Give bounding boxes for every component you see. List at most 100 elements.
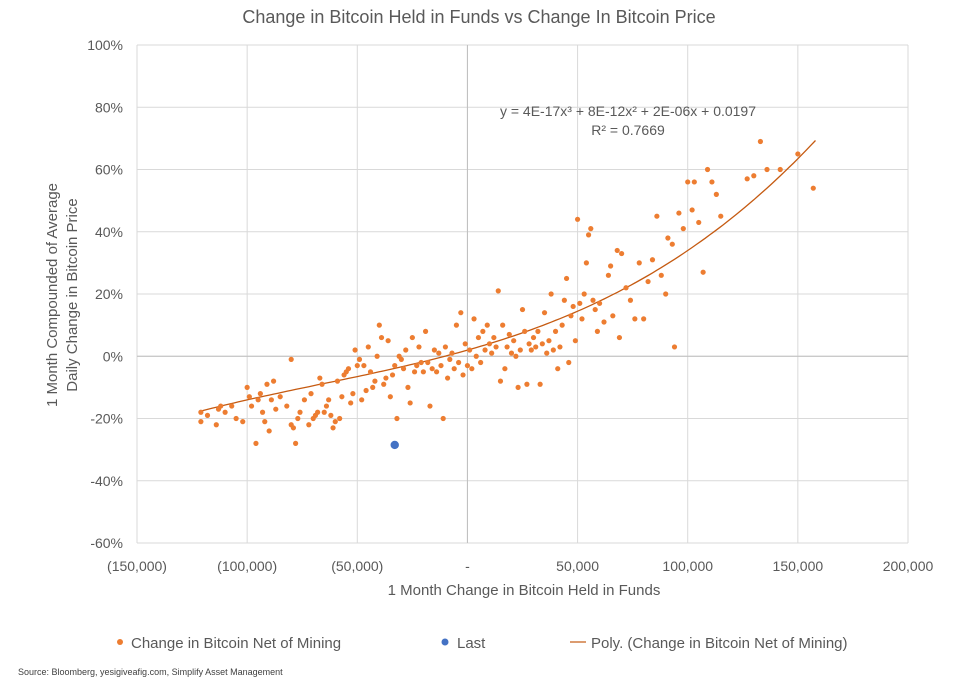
data-point <box>709 179 715 185</box>
data-point <box>248 403 255 409</box>
data-point <box>577 300 583 306</box>
data-point <box>561 297 567 303</box>
data-point <box>486 341 493 347</box>
data-point <box>326 397 332 403</box>
axis-lines <box>137 45 908 543</box>
data-point <box>394 415 400 422</box>
data-point <box>392 362 398 369</box>
data-point <box>458 310 464 316</box>
data-point <box>422 328 429 334</box>
data-point <box>581 291 587 297</box>
x-tick-label: 50,000 <box>556 558 599 574</box>
data-point <box>306 422 312 428</box>
data-point <box>511 338 517 344</box>
r-squared: R² = 0.7669 <box>591 122 665 138</box>
data-point <box>574 216 581 222</box>
data-point <box>636 260 642 266</box>
data-point <box>585 232 592 238</box>
data-point <box>403 347 409 353</box>
data-point <box>431 347 437 353</box>
data-point <box>500 322 506 328</box>
y-axis-title-line-1: 1 Month Compounded of Average <box>44 183 61 407</box>
data-point <box>440 415 446 422</box>
data-point <box>270 378 277 384</box>
y-tick-label: -40% <box>90 473 123 489</box>
data-point <box>328 412 334 418</box>
data-point <box>352 347 358 353</box>
data-point <box>334 378 341 384</box>
data-point <box>535 328 541 334</box>
data-point <box>493 344 499 350</box>
data-point <box>632 316 638 322</box>
data-point <box>627 297 634 303</box>
chart-title: Change in Bitcoin Held in Funds vs Chang… <box>242 7 715 27</box>
y-tick-label: 40% <box>95 224 123 240</box>
data-point <box>244 384 250 390</box>
data-point <box>266 428 272 434</box>
data-point <box>696 219 702 226</box>
data-point <box>663 291 669 297</box>
data-point <box>356 356 363 362</box>
y-tick-label: 60% <box>95 162 123 178</box>
data-point <box>425 359 431 366</box>
data-point <box>255 397 261 403</box>
data-point <box>321 409 327 415</box>
data-point <box>676 210 682 216</box>
data-point <box>361 362 367 369</box>
data-point <box>198 419 204 425</box>
data-point <box>480 328 486 334</box>
data-point <box>337 415 343 422</box>
data-point <box>594 328 600 334</box>
data-point <box>387 394 393 400</box>
data-point <box>372 378 378 384</box>
x-tick-label: (50,000) <box>331 558 383 574</box>
data-point <box>418 359 424 366</box>
data-point <box>541 310 548 316</box>
data-point <box>579 316 585 322</box>
data-point <box>420 369 426 375</box>
data-point <box>323 403 330 409</box>
data-point <box>616 334 623 341</box>
data-point <box>568 313 574 319</box>
data-point <box>350 391 356 397</box>
data-point <box>550 347 556 353</box>
data-point <box>601 319 607 325</box>
data-point <box>398 356 404 362</box>
source-note: Source: Bloomberg, yesigiveafig.com, Sim… <box>18 667 283 677</box>
data-point <box>259 409 266 415</box>
data-point <box>345 366 352 372</box>
data-point <box>649 257 656 263</box>
data-point <box>691 179 697 185</box>
data-point <box>704 166 711 173</box>
trendline <box>198 140 816 413</box>
y-axis-ticks: -60% -40% -20% 0% 20% 40% 60% 80% 100% <box>87 37 123 551</box>
data-point <box>751 173 757 179</box>
data-point <box>513 353 519 359</box>
data-point <box>447 356 453 362</box>
y-axis-title-line-2: Daily Change in Bitcoin Price <box>64 198 81 391</box>
data-point <box>376 322 382 328</box>
data-point <box>614 247 620 254</box>
data-point <box>213 422 219 428</box>
scatter-points <box>198 138 816 446</box>
data-point <box>429 366 435 372</box>
data-point <box>605 272 612 278</box>
data-point <box>374 353 380 359</box>
data-point <box>537 381 543 387</box>
data-point <box>469 366 475 372</box>
data-point <box>453 322 460 328</box>
data-point <box>290 425 297 431</box>
x-tick-label: (150,000) <box>107 558 167 574</box>
data-point <box>590 297 596 303</box>
data-point <box>381 381 387 387</box>
data-point <box>297 409 303 415</box>
data-point <box>427 403 433 409</box>
y-tick-label: 0% <box>103 348 123 364</box>
data-point <box>641 316 647 322</box>
data-point <box>436 350 442 356</box>
data-point <box>685 179 691 185</box>
data-point <box>539 341 545 347</box>
data-point <box>484 322 490 328</box>
data-point <box>268 397 274 403</box>
